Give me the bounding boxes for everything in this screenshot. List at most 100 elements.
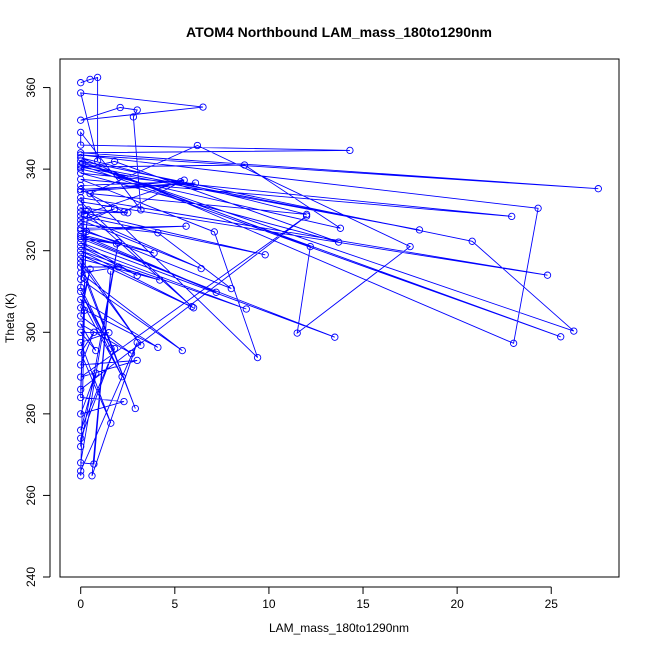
data-point <box>77 467 85 475</box>
data-point <box>227 284 235 293</box>
data-point <box>77 373 85 381</box>
data-point <box>77 204 85 212</box>
data-point <box>77 442 85 451</box>
series-line <box>79 76 599 476</box>
data-point <box>77 328 85 336</box>
plot-frame <box>59 58 620 578</box>
data-point <box>176 178 185 186</box>
data-point <box>77 426 85 434</box>
data-point <box>253 353 262 362</box>
data-point <box>77 230 85 239</box>
data-point <box>93 157 102 165</box>
data-point <box>199 103 207 111</box>
data-point <box>77 275 85 283</box>
data-point <box>107 419 115 427</box>
data-point <box>77 255 85 263</box>
y-axis: 240 260 280 300 320 340 360 <box>24 77 51 587</box>
data-point <box>80 210 89 218</box>
data-point <box>77 361 85 369</box>
data-point <box>77 185 85 194</box>
y-tick-label: 240 <box>24 567 38 587</box>
data-point <box>77 216 85 224</box>
data-point <box>77 287 85 296</box>
data-point <box>331 333 339 341</box>
data-point <box>77 89 85 97</box>
data-point <box>77 141 85 149</box>
data-point <box>114 263 122 271</box>
data-point <box>110 344 119 353</box>
data-point <box>86 189 94 198</box>
data-point <box>133 338 141 347</box>
data-point <box>116 103 124 112</box>
data-point <box>80 306 89 314</box>
data-point <box>306 242 314 251</box>
data-point <box>240 161 249 169</box>
x-axis: 0 5 10 15 20 25 <box>77 586 559 611</box>
data-point <box>77 259 85 267</box>
data-point <box>77 434 85 442</box>
data-point <box>110 157 119 166</box>
x-tick-label: 25 <box>545 597 559 611</box>
data-point <box>154 229 162 237</box>
data-point <box>133 356 141 365</box>
data-point <box>107 344 115 352</box>
x-axis-label: LAM_mass_180to1290nm <box>269 621 409 635</box>
x-tick-label: 0 <box>77 597 84 611</box>
data-point <box>77 251 85 259</box>
data-point <box>105 329 113 337</box>
data-point <box>346 146 354 155</box>
data-point <box>77 208 85 216</box>
data-point <box>189 304 198 312</box>
data-point <box>77 304 85 312</box>
x-tick-label: 20 <box>450 597 464 611</box>
x-tick-label: 10 <box>262 597 276 611</box>
data-point <box>90 460 98 468</box>
data-point <box>92 346 100 355</box>
data-point <box>534 204 542 212</box>
data-point <box>110 205 119 213</box>
data-point <box>242 305 250 313</box>
data-point <box>77 393 85 402</box>
data-point <box>86 75 94 84</box>
data-point <box>261 251 269 259</box>
data-point <box>543 271 552 279</box>
data-point <box>77 234 85 243</box>
data-point <box>120 208 128 216</box>
data-point <box>178 346 186 355</box>
data-point <box>84 206 92 214</box>
data-point <box>93 73 102 82</box>
data-point <box>118 373 126 381</box>
y-tick-label: 320 <box>24 240 38 260</box>
data-point <box>77 194 85 202</box>
data-point <box>154 343 162 352</box>
data-point <box>90 328 98 336</box>
chart-title: ATOM4 Northbound LAM_mass_180to1290nm <box>186 24 492 40</box>
data-point <box>77 320 85 328</box>
data-point <box>124 209 132 217</box>
y-tick-label: 340 <box>24 159 38 179</box>
data-point <box>302 212 311 220</box>
data-point <box>77 338 85 347</box>
x-tick-label: 5 <box>171 597 178 611</box>
data-point <box>77 116 85 124</box>
y-tick-label: 280 <box>24 404 38 424</box>
data-point <box>406 242 414 251</box>
data-point <box>133 106 141 114</box>
data-point <box>129 113 138 121</box>
y-tick-label: 260 <box>24 485 38 505</box>
data-point <box>114 238 122 247</box>
data-point <box>77 459 85 467</box>
data-point <box>127 349 136 358</box>
data-point <box>77 212 85 220</box>
data-point <box>508 212 516 221</box>
data-point <box>293 329 301 337</box>
data-point <box>77 349 85 357</box>
data-point <box>77 238 85 247</box>
data-point <box>77 312 85 320</box>
y-tick-label: 300 <box>24 322 38 342</box>
x-tick-label: 15 <box>356 597 370 611</box>
data-point <box>193 141 202 150</box>
data-point <box>77 385 85 394</box>
data-point <box>107 267 115 275</box>
